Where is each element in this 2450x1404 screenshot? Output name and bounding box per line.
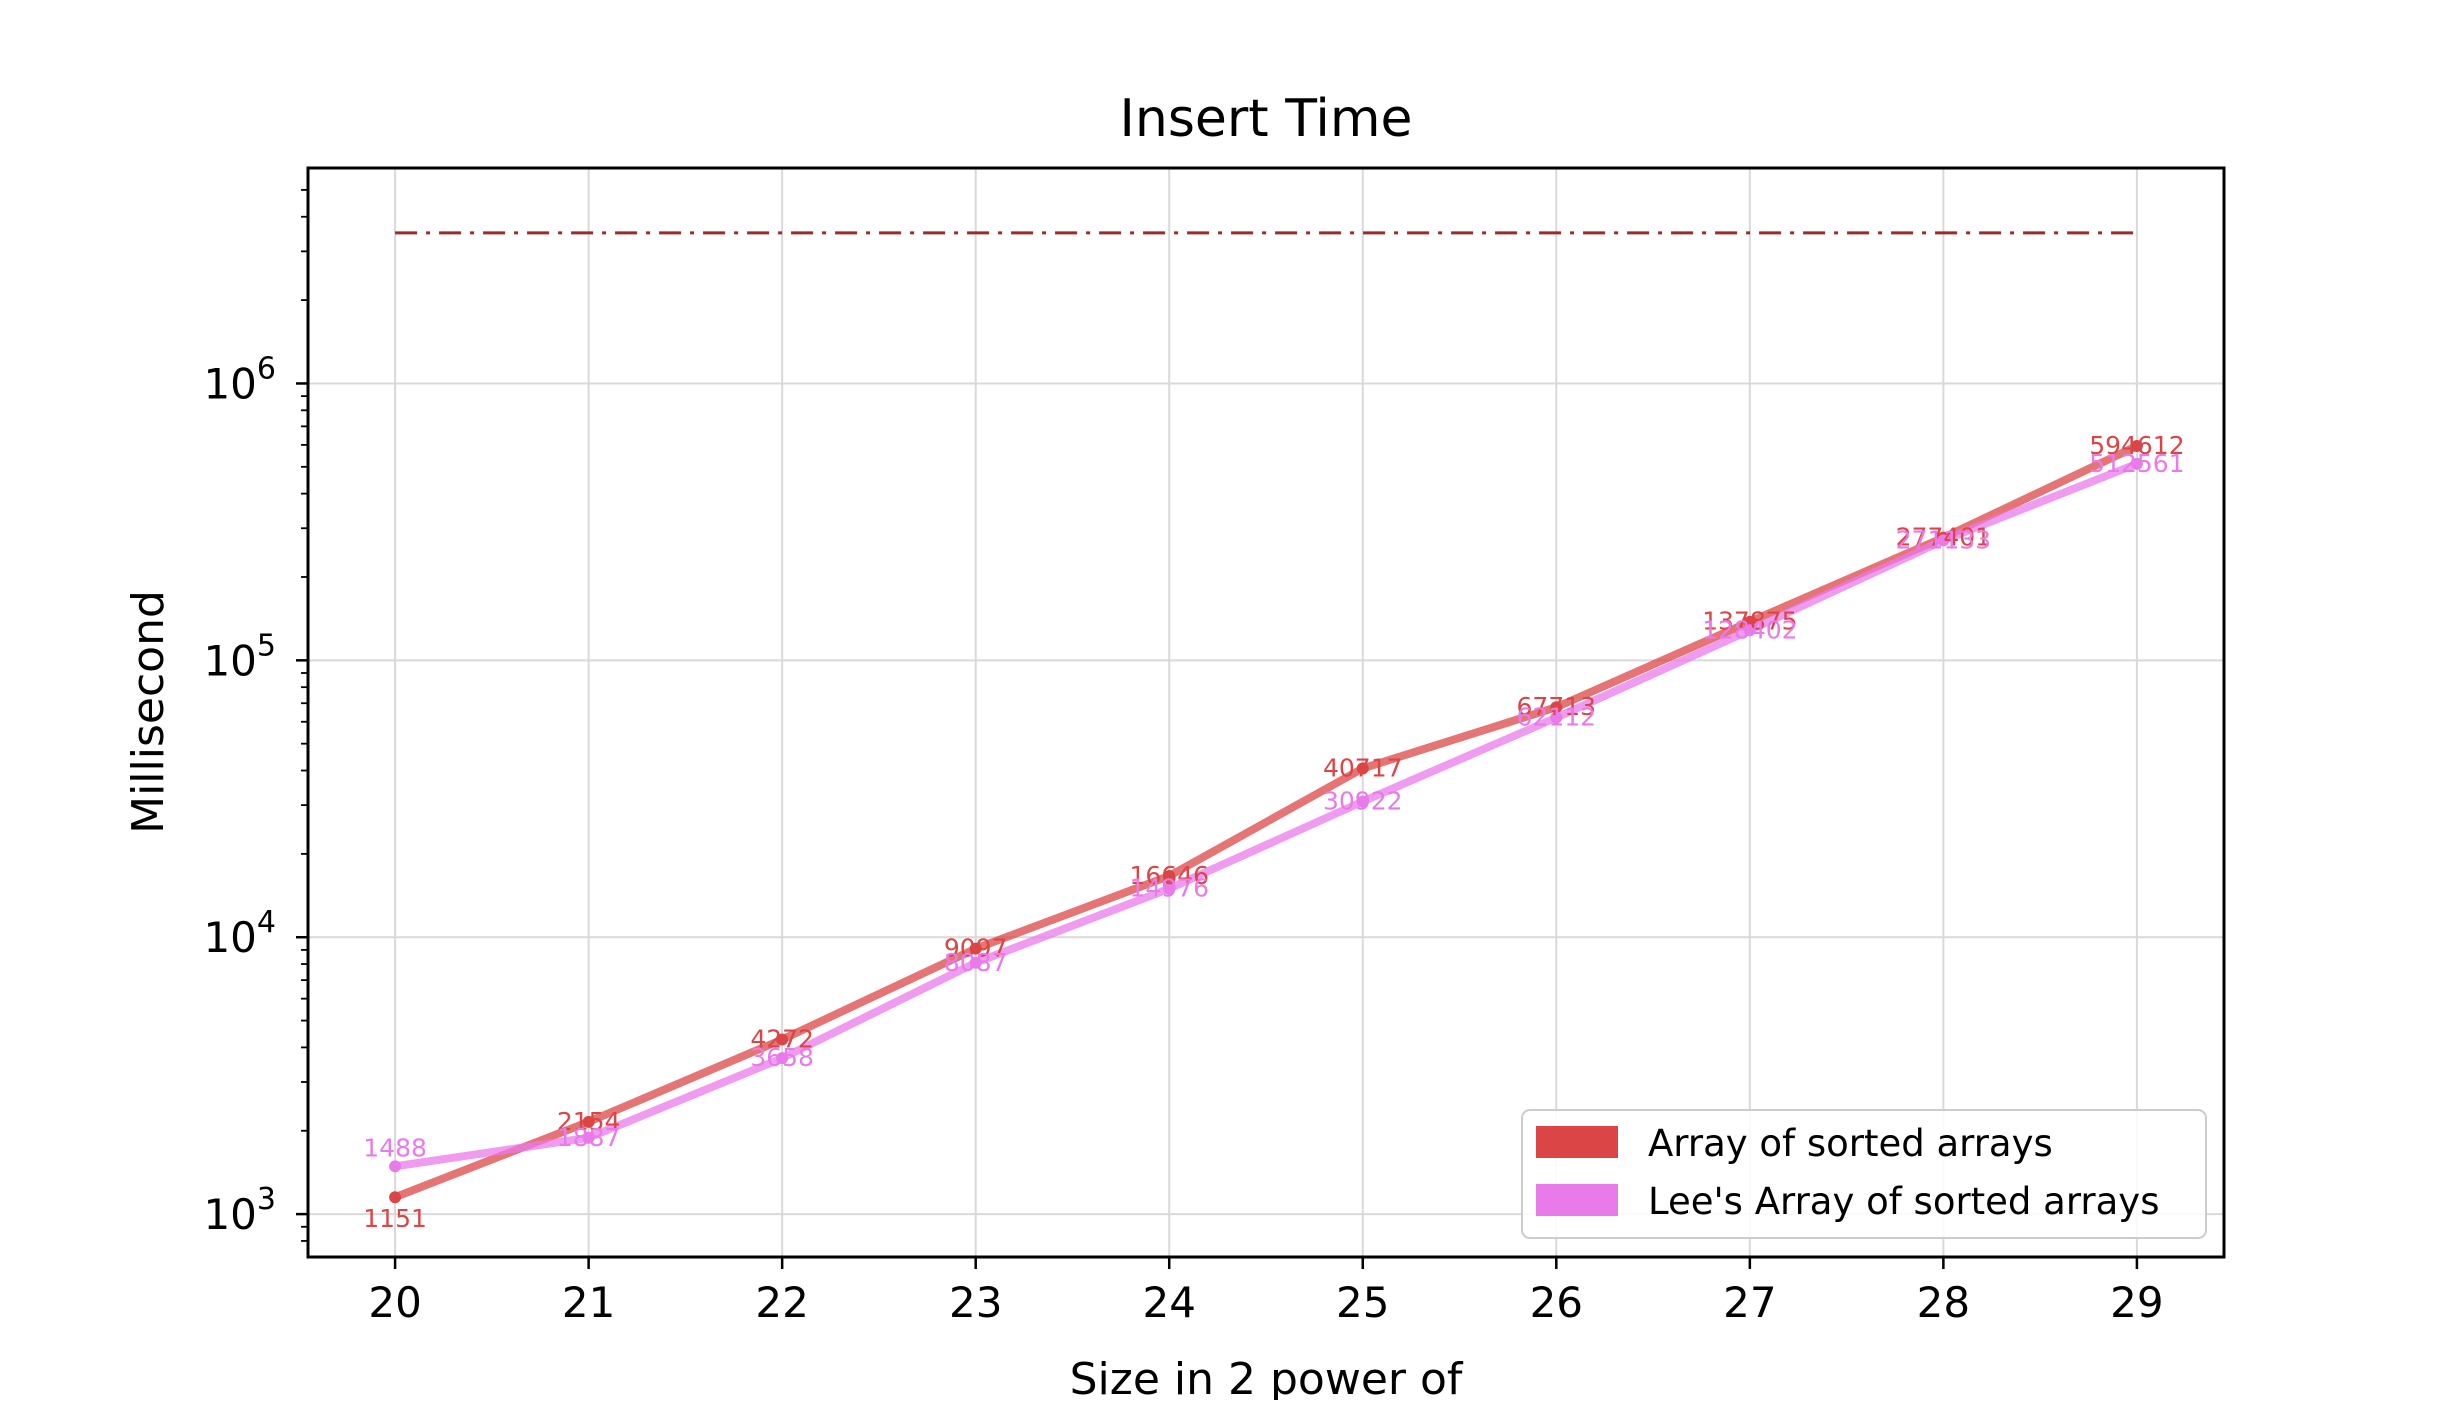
data-point-array-of-sorted-arrays bbox=[776, 1033, 789, 1046]
data-label-lee-s-array-of-sorted-arrays: 512561 bbox=[2089, 449, 2184, 478]
y-axis-title: Millisecond bbox=[123, 590, 174, 834]
legend-label-lees-array-of-sorted-arrays: Lee's Array of sorted arrays bbox=[1648, 1180, 2159, 1223]
data-label-lee-s-array-of-sorted-arrays: 1488 bbox=[363, 1133, 427, 1162]
chart-title: Insert Time bbox=[1120, 89, 1413, 149]
data-point-lee-s-array-of-sorted-arrays bbox=[776, 1052, 789, 1065]
legend: Array of sorted arrays Lee's Array of so… bbox=[1521, 1109, 2207, 1239]
data-point-array-of-sorted-arrays bbox=[1163, 869, 1176, 882]
data-label-lee-s-array-of-sorted-arrays: 30922 bbox=[1323, 786, 1403, 815]
data-label-array-of-sorted-arrays: 137875 bbox=[1702, 607, 1797, 636]
data-point-lee-s-array-of-sorted-arrays bbox=[1356, 795, 1369, 808]
data-label-array-of-sorted-arrays: 277401 bbox=[1896, 523, 1991, 552]
data-point-array-of-sorted-arrays bbox=[582, 1115, 595, 1128]
y-tick-label-3: 103 bbox=[203, 1182, 276, 1239]
data-label-array-of-sorted-arrays: 594612 bbox=[2089, 431, 2184, 460]
data-label-lee-s-array-of-sorted-arrays: 62112 bbox=[1517, 703, 1597, 732]
series-layer bbox=[389, 439, 2143, 1204]
x-tick-label-24: 24 bbox=[1143, 1278, 1196, 1327]
y-tick-label-5: 105 bbox=[203, 628, 276, 685]
data-point-array-of-sorted-arrays bbox=[2130, 439, 2143, 452]
axis-layer: 20 21 22 23 24 25 26 27 28 29 103 104 105 106 bbox=[203, 189, 2164, 1327]
data-label-array-of-sorted-arrays: 4272 bbox=[750, 1024, 814, 1053]
data-label-lee-s-array-of-sorted-arrays: 3658 bbox=[750, 1043, 814, 1072]
series-line-lee-s-array-of-sorted-arrays bbox=[391, 459, 2141, 1171]
data-label-lee-s-array-of-sorted-arrays: 271133 bbox=[1896, 525, 1991, 554]
data-label-array-of-sorted-arrays: 2154 bbox=[557, 1107, 621, 1136]
y-tick-label-6: 106 bbox=[203, 351, 276, 408]
x-tick-label-28: 28 bbox=[1917, 1278, 1970, 1327]
x-tick-label-26: 26 bbox=[1530, 1278, 1583, 1327]
data-label-array-of-sorted-arrays: 1151 bbox=[363, 1204, 427, 1233]
data-label-array-of-sorted-arrays: 67713 bbox=[1517, 692, 1597, 721]
x-axis-title: Size in 2 power of bbox=[1070, 1354, 1464, 1400]
data-label-lee-s-array-of-sorted-arrays: 8087 bbox=[944, 948, 1008, 977]
legend-label-array-of-sorted-arrays: Array of sorted arrays bbox=[1648, 1122, 2053, 1165]
data-label-array-of-sorted-arrays: 16646 bbox=[1129, 861, 1209, 890]
data-point-array-of-sorted-arrays bbox=[389, 1191, 402, 1204]
x-tick-label-21: 21 bbox=[562, 1278, 615, 1327]
plot-frame bbox=[306, 166, 2226, 1259]
y-tick-label-4: 104 bbox=[203, 905, 276, 962]
data-point-array-of-sorted-arrays bbox=[1550, 701, 1563, 714]
data-point-array-of-sorted-arrays bbox=[969, 942, 982, 955]
data-point-lee-s-array-of-sorted-arrays bbox=[1743, 624, 1756, 637]
data-label-array-of-sorted-arrays: 9097 bbox=[944, 934, 1008, 963]
data-point-lee-s-array-of-sorted-arrays bbox=[969, 956, 982, 969]
data-point-lee-s-array-of-sorted-arrays bbox=[582, 1131, 595, 1144]
legend-box bbox=[1521, 1109, 2207, 1239]
data-label-lee-s-array-of-sorted-arrays: 128402 bbox=[1702, 615, 1797, 644]
data-point-lee-s-array-of-sorted-arrays bbox=[1163, 882, 1176, 895]
x-tick-label-23: 23 bbox=[949, 1278, 1002, 1327]
x-tick-label-25: 25 bbox=[1336, 1278, 1389, 1327]
data-point-array-of-sorted-arrays bbox=[1356, 762, 1369, 775]
data-point-lee-s-array-of-sorted-arrays bbox=[2130, 457, 2143, 470]
grid bbox=[308, 168, 2224, 1257]
data-label-layer: 1151 2154 4272 9097 16646 40717 67713 137875 277… bbox=[363, 431, 2184, 1233]
data-label-lee-s-array-of-sorted-arrays: 14976 bbox=[1129, 874, 1209, 903]
data-point-lee-s-array-of-sorted-arrays bbox=[389, 1160, 402, 1173]
data-label-array-of-sorted-arrays: 40717 bbox=[1323, 753, 1403, 782]
legend-swatch-array-of-sorted-arrays bbox=[1536, 1126, 1618, 1158]
data-label-lee-s-array-of-sorted-arrays: 1887 bbox=[557, 1123, 621, 1152]
x-tick-label-27: 27 bbox=[1723, 1278, 1776, 1327]
data-point-lee-s-array-of-sorted-arrays bbox=[1937, 534, 1950, 547]
series-line-array-of-sorted-arrays bbox=[391, 441, 2141, 1202]
x-tick-label-22: 22 bbox=[755, 1278, 808, 1327]
x-tick-label-20: 20 bbox=[368, 1278, 421, 1327]
data-point-lee-s-array-of-sorted-arrays bbox=[1550, 711, 1563, 724]
legend-swatch-lees-array-of-sorted-arrays bbox=[1536, 1184, 1618, 1216]
x-tick-label-29: 29 bbox=[2110, 1278, 2163, 1327]
